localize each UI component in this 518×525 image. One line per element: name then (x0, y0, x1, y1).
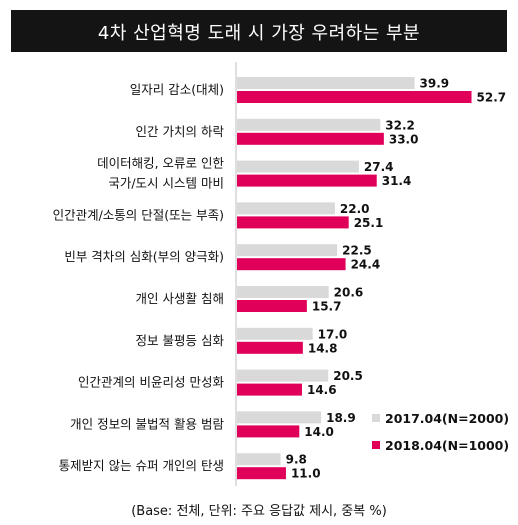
data-label: 52.7 (477, 91, 507, 105)
bar-2017 (237, 411, 322, 424)
bar-2017 (237, 244, 338, 257)
data-label: 31.4 (382, 174, 412, 188)
legend-label: 2018.04(N=1000) (385, 438, 509, 453)
data-label: 15.7 (312, 300, 342, 314)
bar-2018 (237, 341, 303, 354)
bar-2017 (237, 369, 329, 382)
legend-swatch (372, 441, 380, 449)
bar-2017 (237, 118, 381, 131)
bar-2018 (237, 425, 300, 438)
data-label: 32.2 (385, 118, 415, 132)
category-label: 빈부 격차의 심화(부의 양극화) (64, 249, 224, 264)
category-label: 일자리 감소(대체) (130, 82, 224, 97)
data-label: 33.0 (389, 132, 419, 146)
data-label: 39.9 (420, 77, 450, 91)
bar-2018 (237, 258, 346, 271)
category-label: 통제받지 않는 슈퍼 개인의 탄생 (59, 458, 224, 473)
data-label: 27.4 (364, 160, 394, 174)
category-label: 개인 사생활 침해 (136, 291, 224, 306)
data-label: 18.9 (326, 411, 356, 425)
data-label: 9.8 (286, 453, 307, 467)
bar-2018 (237, 216, 349, 229)
category-label: 데이터해킹, 오류로 인한 (97, 156, 224, 171)
category-label: 인간관계의 비윤리성 만성화 (78, 375, 224, 390)
bar-2018 (237, 300, 307, 312)
bar-2018 (237, 174, 377, 187)
bar-2017 (237, 453, 281, 466)
chart-title: 4차 산업혁명 도래 시 가장 우려하는 부분 (97, 23, 421, 44)
legend-swatch (372, 414, 380, 422)
data-label: 14.0 (304, 425, 334, 439)
data-label: 14.8 (308, 341, 338, 355)
bar-2018 (237, 383, 302, 396)
data-label: 14.6 (307, 383, 337, 397)
bar-2018 (237, 91, 472, 103)
bar-2018 (237, 132, 384, 145)
data-label: 25.1 (354, 216, 384, 230)
chart-footnote: (Base: 전체, 단위: 주요 응답값 제시, 중복 %) (131, 504, 387, 519)
category-label: 인간관계/소통의 단절(또는 부족) (53, 207, 224, 222)
data-label: 20.6 (334, 286, 364, 300)
category-label: 정보 불평등 심화 (136, 333, 225, 348)
category-label: 인간 가치의 하락 (136, 124, 225, 139)
bar-2017 (237, 160, 359, 173)
data-label: 22.5 (342, 244, 372, 258)
data-label: 17.0 (318, 327, 348, 341)
data-label: 24.4 (351, 258, 381, 272)
category-label: 개인 정보의 불법적 활용 범람 (70, 416, 224, 431)
data-label: 20.5 (333, 369, 363, 383)
legend-label: 2017.04(N=2000) (385, 411, 509, 426)
chart-title-bar: 4차 산업혁명 도래 시 가장 우려하는 부분 (11, 10, 507, 52)
bar-2017 (237, 77, 415, 89)
bar-2017 (237, 286, 329, 298)
bar-2018 (237, 467, 286, 480)
category-label: 국가/도시 시스템 마비 (108, 176, 224, 191)
bar-2017 (237, 202, 335, 215)
bar-2017 (237, 327, 313, 340)
data-label: 22.0 (340, 202, 370, 216)
data-label: 11.0 (291, 467, 321, 481)
